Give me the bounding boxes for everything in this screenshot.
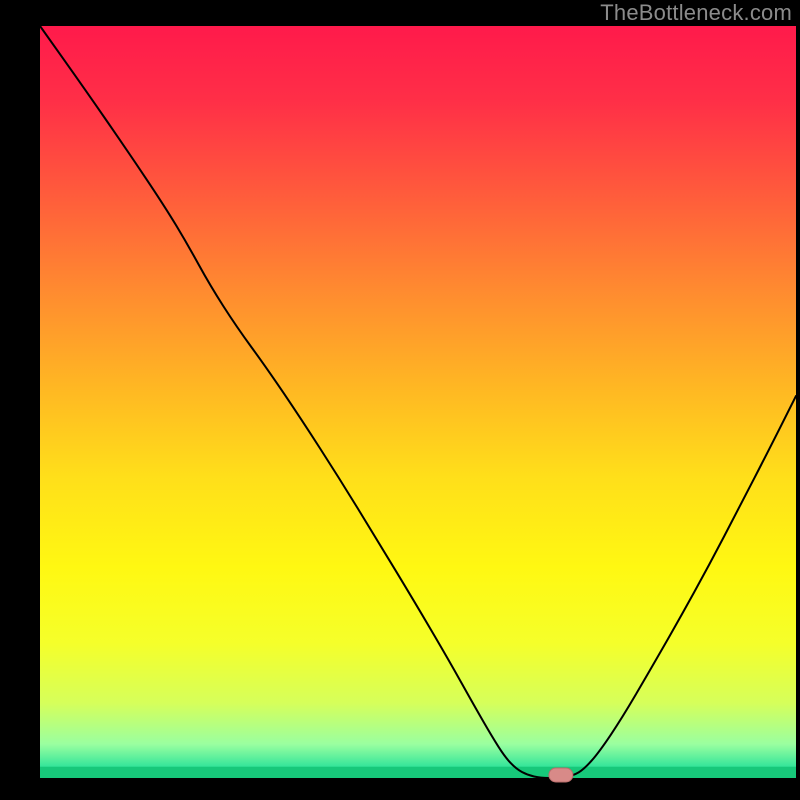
optimal-point-marker xyxy=(549,768,573,782)
bottleneck-chart xyxy=(0,0,800,800)
watermark-text: TheBottleneck.com xyxy=(600,0,792,26)
chart-frame: TheBottleneck.com xyxy=(0,0,800,800)
gradient-background xyxy=(40,26,796,778)
bottom-green-band xyxy=(40,767,796,778)
